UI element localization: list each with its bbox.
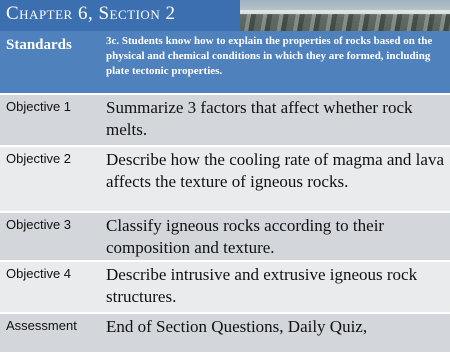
photo-foam [240,10,450,15]
table-row: Objective 3 Classify igneous rocks accord… [0,213,450,262]
row-label: Objective 3 [6,217,72,232]
row-label: Objective 4 [6,266,72,281]
row-text: 3c. Students know how to explain the pro… [106,35,433,77]
row-label: Objective 1 [6,99,72,114]
row-label: Standards [6,37,72,53]
table-row: Standards 3c. Students know how to explai… [0,31,450,95]
row-label: Assessment [6,318,77,333]
row-text: End of Section Questions, Daily Quiz, [106,317,368,336]
objectives-table: Standards 3c. Students know how to explai… [0,31,450,354]
table-row: Objective 1 Summarize 3 factors that affe… [0,95,450,147]
slide-title: Chapter 6, Section 2 [6,3,176,24]
row-text: Classify igneous rocks according to thei… [106,216,385,257]
table-row: Objective 2 Describe how the cooling rate… [0,147,450,213]
photo-rocks [240,14,450,31]
title-box: Chapter 6, Section 2 [0,0,240,31]
table-row: Objective 4 Describe intrusive and extrus… [0,262,450,314]
header-banner: Chapter 6, Section 2 [0,0,450,31]
row-text: Describe how the cooling rate of magma a… [106,150,444,191]
row-text: Summarize 3 factors that affect whether … [106,98,413,139]
table-row: Assessment End of Section Questions, Dail… [0,314,450,354]
row-text: Describe intrusive and extrusive igneous… [106,265,418,306]
row-label: Objective 2 [6,151,72,166]
